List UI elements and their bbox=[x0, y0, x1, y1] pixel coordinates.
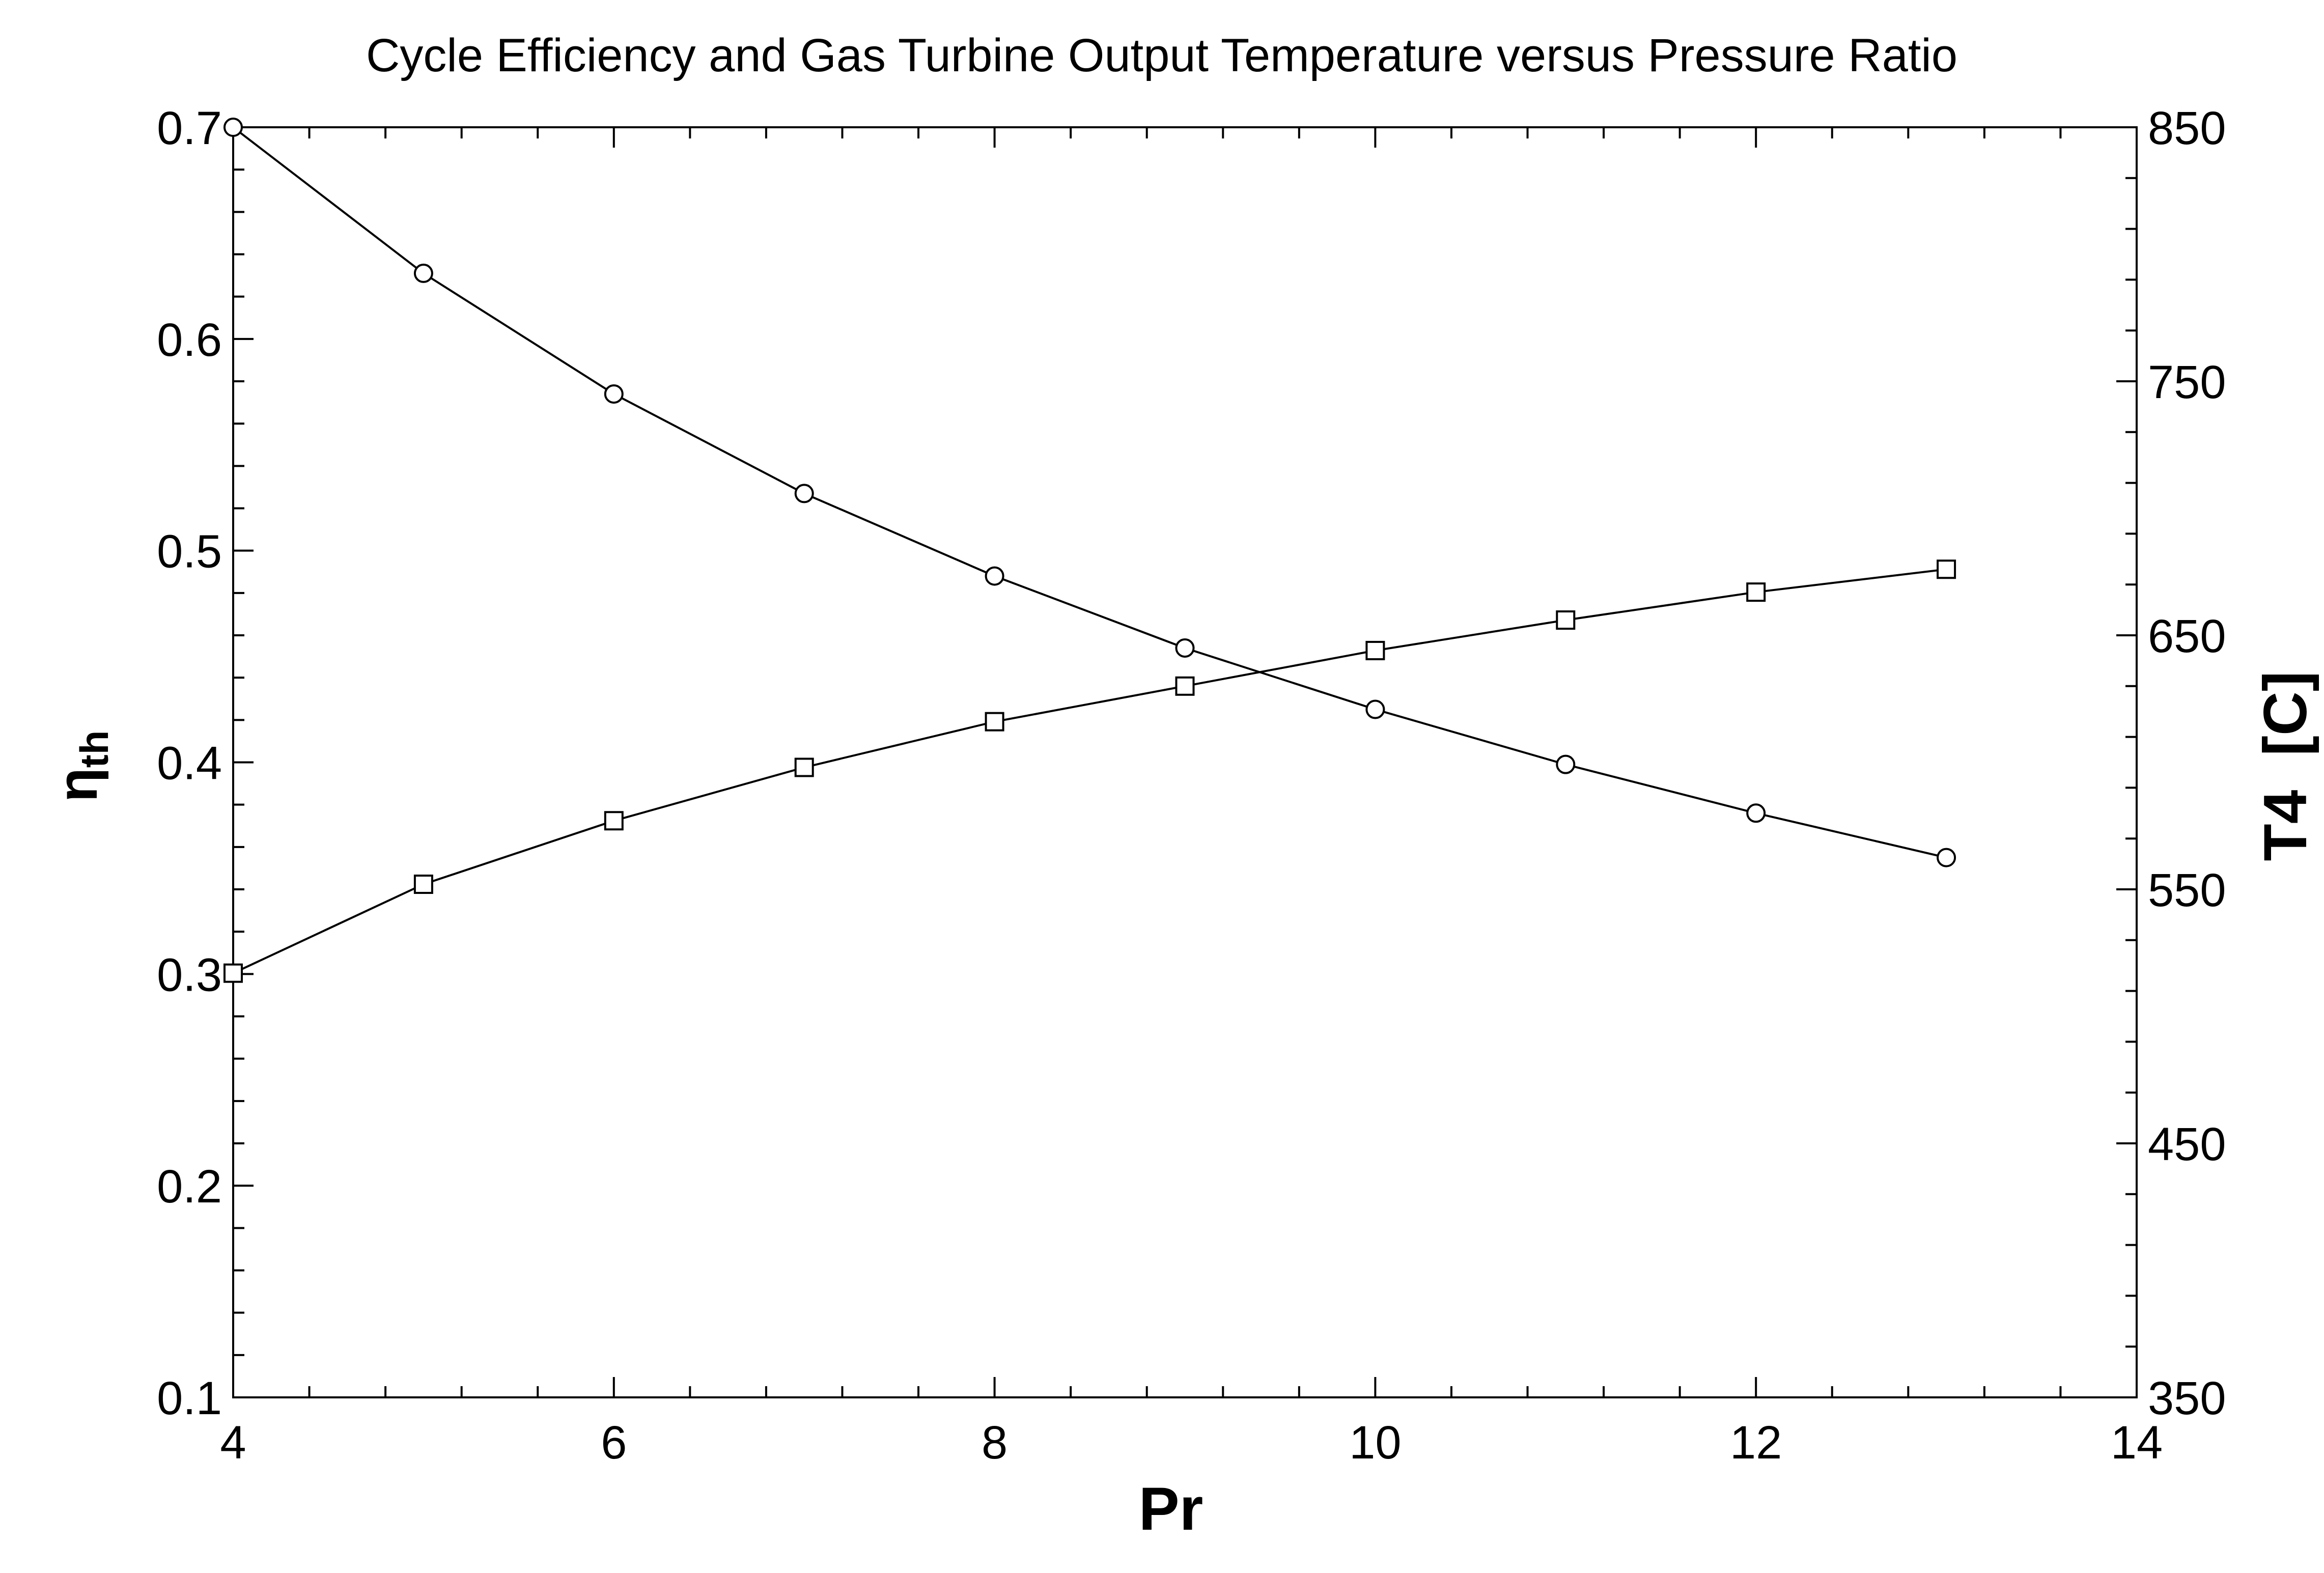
data-point-square bbox=[1556, 610, 1576, 630]
data-point-square bbox=[1175, 676, 1195, 696]
efficiency-series bbox=[223, 118, 1956, 867]
data-point-circle bbox=[1746, 803, 1766, 823]
data-point-circle bbox=[985, 566, 1004, 586]
y-left-tick-label: 0.5 bbox=[157, 526, 222, 578]
series-line bbox=[232, 126, 1947, 859]
data-point-square bbox=[985, 712, 1004, 732]
y-axis-left-label: ηth bbox=[46, 731, 117, 802]
series-line bbox=[233, 568, 1947, 974]
y-axis-right-label: T4 [C] bbox=[2251, 671, 2319, 861]
data-point-circle bbox=[604, 384, 624, 404]
x-axis-label: Pr bbox=[1139, 1475, 1203, 1543]
x-tick-label: 8 bbox=[982, 1417, 1007, 1469]
chart-title: Cycle Efficiency and Gas Turbine Output … bbox=[366, 30, 1957, 81]
data-point-square bbox=[1746, 582, 1766, 602]
plot-area bbox=[232, 126, 2138, 1398]
y-right-tick-label: 550 bbox=[2148, 864, 2226, 916]
x-tick-label: 4 bbox=[220, 1417, 246, 1469]
data-point-square bbox=[413, 875, 433, 894]
series-group bbox=[223, 118, 1956, 983]
y-left-tick-label: 0.4 bbox=[157, 738, 222, 790]
y-left-tick-label: 0.3 bbox=[157, 949, 222, 1001]
x-tick-label: 12 bbox=[1730, 1417, 1782, 1469]
data-point-square bbox=[1365, 640, 1385, 660]
data-point-square bbox=[223, 963, 243, 983]
x-tick-label: 10 bbox=[1349, 1417, 1401, 1469]
data-point-circle bbox=[1175, 638, 1195, 658]
x-tick-label: 14 bbox=[2111, 1417, 2163, 1469]
data-point-circle bbox=[223, 118, 243, 137]
data-point-circle bbox=[1937, 848, 1956, 867]
y-right-tick-label: 450 bbox=[2148, 1118, 2226, 1170]
data-point-square bbox=[1937, 559, 1956, 579]
y-right-tick-label: 850 bbox=[2148, 102, 2226, 154]
y-right-tick-label: 750 bbox=[2148, 356, 2226, 408]
data-point-circle bbox=[794, 484, 814, 503]
plot-frame bbox=[232, 126, 2138, 1398]
axis-tick-labels: 4 6 8 10 12 14 0.1 0.2 0.3 0.4 0.5 0.6 0.7 350 450 550 6… bbox=[157, 102, 2226, 1469]
y-right-tick-label: 650 bbox=[2148, 610, 2226, 662]
data-point-square bbox=[794, 757, 814, 777]
y-axis-left-label-main: η bbox=[46, 768, 109, 802]
data-point-square bbox=[604, 811, 624, 831]
y-left-tick-label: 0.7 bbox=[157, 102, 222, 154]
axis-ticks bbox=[232, 126, 2138, 1398]
y-left-tick-label: 0.1 bbox=[157, 1372, 222, 1424]
y-left-tick-label: 0.2 bbox=[157, 1161, 222, 1213]
data-point-circle bbox=[413, 263, 433, 283]
data-point-circle bbox=[1556, 754, 1576, 774]
y-right-tick-label: 350 bbox=[2148, 1372, 2226, 1424]
y-left-tick-label: 0.6 bbox=[157, 314, 222, 366]
x-tick-label: 6 bbox=[601, 1417, 627, 1469]
y-axis-left-label-sub: th bbox=[72, 731, 117, 768]
temperature-series bbox=[223, 559, 1956, 983]
data-point-circle bbox=[1365, 699, 1385, 719]
